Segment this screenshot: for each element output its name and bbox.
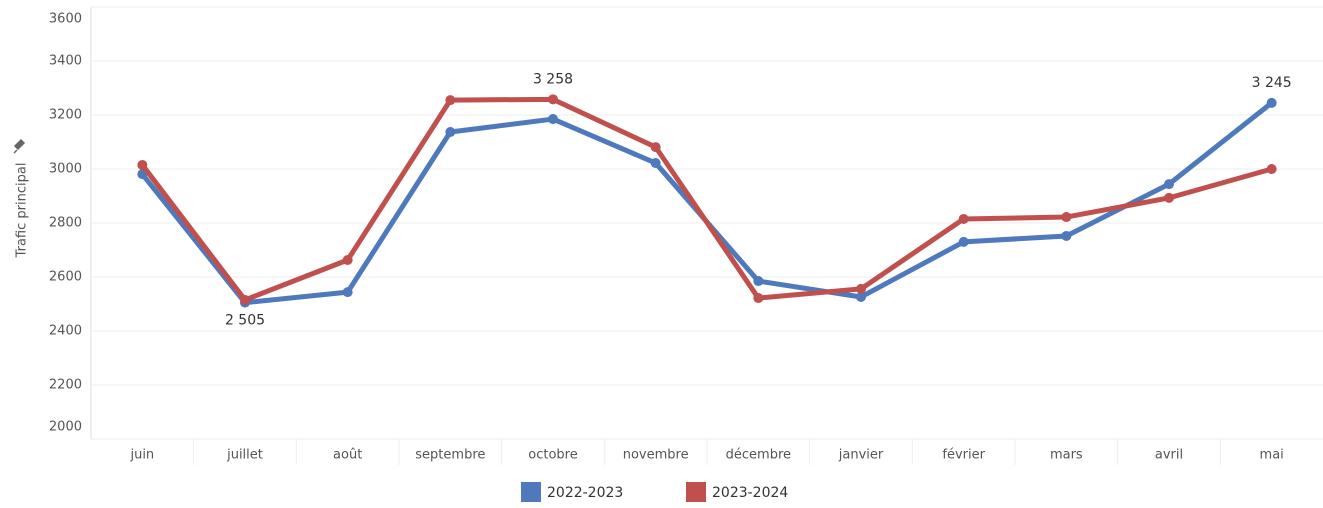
x-tick-label: mai: [1260, 448, 1284, 463]
legend-label: 2022-2023: [547, 485, 623, 501]
point: [650, 142, 661, 153]
point: [342, 254, 353, 265]
point: [548, 94, 558, 105]
point: [1266, 97, 1277, 108]
point: [650, 158, 661, 169]
legend-swatch: [686, 482, 706, 502]
x-tick-label: février: [942, 448, 985, 463]
point: [1061, 212, 1072, 223]
point: [958, 213, 969, 224]
x-tick-label: juillet: [226, 448, 263, 463]
point: [856, 283, 866, 294]
legend-label: 2023-2024: [712, 485, 788, 501]
value-label: 3 245: [1252, 75, 1292, 91]
y-tick-label: 3000: [49, 162, 82, 177]
x-tick-label: août: [333, 448, 362, 463]
point: [137, 159, 148, 170]
x-tick-label: octobre: [528, 448, 577, 463]
y-tick-label: 2600: [49, 270, 82, 285]
x-tick-label: novembre: [623, 448, 689, 463]
point: [445, 95, 456, 106]
point: [548, 114, 558, 125]
series-line: [140, 96, 1273, 303]
x-tick-label: janvier: [838, 448, 884, 463]
y-tick-label: 3400: [49, 54, 82, 69]
x-tick-label: mars: [1050, 448, 1083, 463]
point: [753, 276, 764, 287]
value-label: 2 505: [225, 313, 265, 329]
legend-swatch: [521, 482, 541, 502]
y-tick-label: 3200: [49, 108, 82, 123]
point: [1061, 230, 1072, 241]
point: [342, 287, 353, 298]
y-axis-title: Trafic principal: [15, 163, 30, 259]
value-label: 3 258: [533, 71, 573, 87]
x-tick-label: décembre: [726, 448, 791, 463]
y-tick-label: 2800: [49, 216, 82, 231]
point: [1164, 179, 1174, 190]
x-tick-label: septembre: [415, 448, 485, 463]
x-tick-label: avril: [1155, 448, 1183, 463]
point: [445, 127, 456, 138]
y-tick-label: 3600: [49, 12, 82, 27]
pin-icon: [13, 138, 26, 154]
y-tick-label: 2200: [49, 378, 82, 393]
y-tick-label: 2400: [49, 324, 82, 339]
point: [753, 293, 764, 304]
point: [958, 236, 969, 247]
point: [856, 291, 866, 302]
point: [1266, 164, 1277, 174]
point: [240, 294, 250, 305]
y-tick-label: 2000: [49, 420, 82, 435]
point: [1164, 192, 1174, 203]
x-tick-label: juin: [129, 448, 154, 463]
